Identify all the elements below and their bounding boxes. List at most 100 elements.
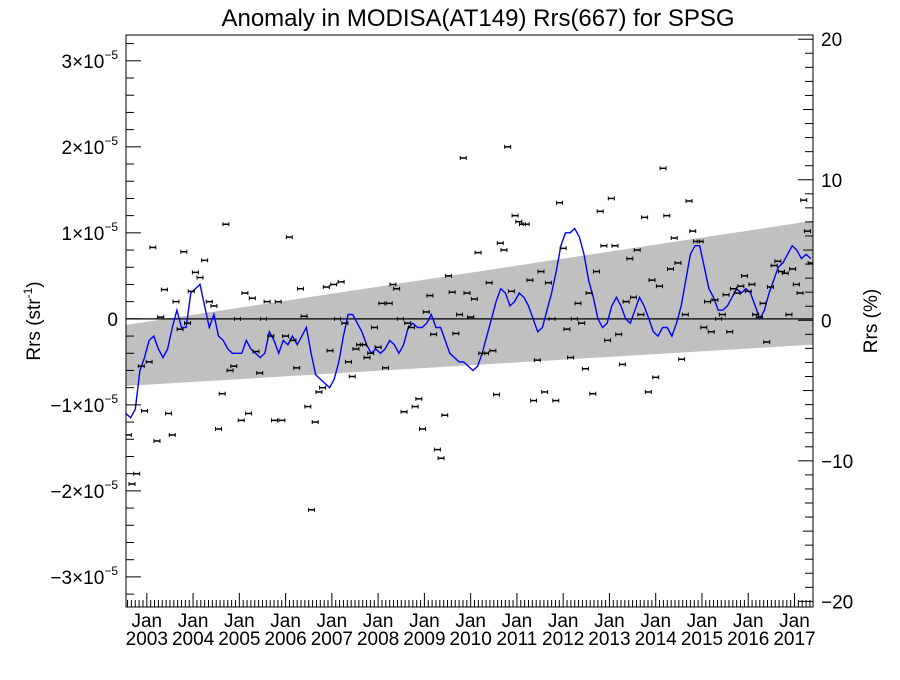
- data-point: [396, 316, 404, 321]
- data-point: [176, 327, 184, 332]
- data-point: [437, 456, 445, 461]
- data-point: [648, 278, 656, 283]
- data-point: [278, 418, 286, 423]
- data-point: [256, 371, 264, 376]
- data-point: [153, 438, 161, 443]
- plot-frame: [125, 34, 814, 608]
- data-point: [796, 291, 804, 296]
- data-point: [485, 280, 493, 285]
- data-point: [345, 359, 353, 364]
- left-tick-label: −1×10−5: [50, 392, 118, 417]
- data-point: [304, 404, 312, 409]
- data-point: [341, 321, 349, 326]
- x-tick-month: Jan: [363, 611, 394, 632]
- right-tick-label: 20: [821, 30, 842, 51]
- chart-title: Anomaly in MODISA(AT149) Rrs(667) for SP…: [221, 5, 734, 32]
- data-point: [670, 235, 678, 240]
- data-point: [322, 285, 330, 290]
- data-point: [741, 273, 749, 278]
- data-point: [441, 413, 449, 418]
- data-point: [222, 222, 230, 227]
- x-tick-month: Jan: [640, 611, 671, 632]
- data-point: [137, 364, 145, 369]
- data-point: [326, 348, 334, 353]
- data-point: [319, 385, 327, 390]
- data-point: [296, 286, 304, 291]
- x-tick-year: 2015: [681, 629, 723, 650]
- x-tick-year: 2007: [311, 629, 353, 650]
- data-point: [481, 351, 489, 356]
- data-point: [389, 282, 397, 287]
- data-point: [419, 426, 427, 431]
- data-point: [448, 290, 456, 295]
- x-tick-month: Jan: [131, 611, 162, 632]
- data-point: [792, 282, 800, 287]
- data-point: [504, 144, 512, 149]
- data-point: [285, 235, 293, 240]
- data-point: [522, 222, 530, 227]
- data-point: [300, 314, 308, 319]
- data-point: [337, 279, 345, 284]
- x-tick-month: Jan: [502, 611, 533, 632]
- data-point: [604, 338, 612, 343]
- data-point: [474, 250, 482, 255]
- data-point: [748, 282, 756, 287]
- data-point: [385, 301, 393, 306]
- data-point: [493, 392, 501, 397]
- data-point: [533, 358, 541, 363]
- data-point: [755, 315, 763, 320]
- data-point: [681, 312, 689, 317]
- data-point: [511, 213, 519, 218]
- data-point: [160, 287, 168, 292]
- data-point: [308, 507, 316, 512]
- data-point: [252, 349, 260, 354]
- data-point: [578, 321, 586, 326]
- x-tick-year: 2011: [496, 629, 537, 650]
- data-point: [145, 359, 153, 364]
- data-point: [685, 199, 693, 204]
- data-point: [607, 196, 615, 201]
- x-tick-month: Jan: [687, 611, 718, 632]
- x-tick-year: 2004: [172, 629, 215, 650]
- data-point: [763, 340, 771, 345]
- data-point: [689, 229, 697, 234]
- data-point: [201, 258, 209, 263]
- data-point: [711, 297, 719, 302]
- x-tick-month: Jan: [455, 611, 486, 632]
- data-point: [570, 316, 578, 321]
- data-point: [496, 241, 504, 246]
- data-point: [555, 200, 563, 205]
- data-point: [215, 426, 223, 431]
- data-point: [530, 398, 538, 403]
- data-point: [785, 312, 793, 317]
- data-point: [729, 286, 737, 291]
- data-point: [245, 411, 253, 416]
- data-point: [770, 263, 778, 268]
- data-point: [641, 215, 649, 220]
- data-point: [210, 303, 218, 308]
- running-mean-line: [126, 227, 812, 419]
- x-tick-year: 2009: [403, 629, 445, 650]
- data-point: [315, 389, 323, 394]
- right-tick-label: −10: [821, 452, 853, 473]
- x-tick-year: 2003: [126, 629, 168, 650]
- data-point: [722, 292, 730, 297]
- y-axis-label-left: Rrs (str-1): [21, 281, 45, 360]
- data-point: [359, 342, 367, 347]
- plot-area: [126, 144, 813, 512]
- data-point: [618, 362, 626, 367]
- x-tick-month: Jan: [409, 611, 440, 632]
- data-point: [633, 248, 641, 253]
- data-point: [626, 256, 634, 261]
- data-point: [774, 259, 782, 264]
- data-point: [596, 209, 604, 214]
- data-point: [667, 266, 675, 271]
- data-point: [489, 348, 497, 353]
- data-point: [800, 198, 808, 203]
- data-point: [378, 301, 386, 306]
- data-point: [615, 332, 623, 337]
- data-point: [404, 321, 412, 326]
- data-point: [759, 301, 767, 306]
- data-point: [141, 408, 149, 413]
